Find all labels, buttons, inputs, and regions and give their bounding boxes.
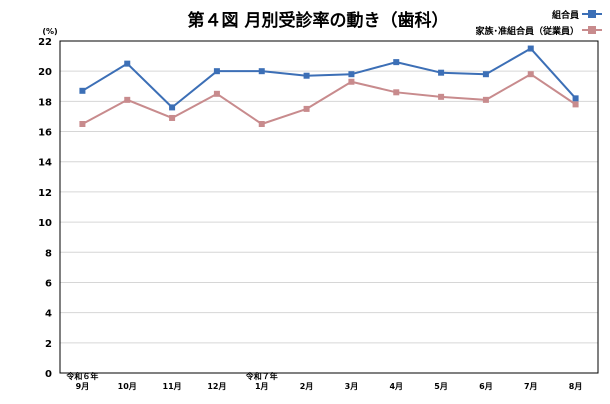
legend-marker-2 (588, 26, 596, 34)
x-axis-ticks: 9月 10月 11月 12月 1月 2月 3月 4月 5月 6月 7月 8月 令和６年 令和７年 (65, 371, 582, 391)
x-era-label-0: 令和６年 (65, 371, 98, 381)
x-tick-label-4: 12月 (207, 382, 226, 391)
series-1-point-7 (348, 71, 355, 78)
y-tick-label-16: 16 (38, 128, 52, 139)
chart-title: 第４図 月別受診率の動き（歯科） (188, 10, 449, 31)
series-1 (79, 45, 579, 111)
x-tick-label-10: 6月 (479, 382, 493, 391)
series-1-point-8 (393, 59, 400, 66)
series-1-point-2 (124, 60, 131, 67)
legend-label-1: 組合員 (552, 9, 579, 21)
series-1-point-11 (527, 45, 534, 52)
series-2-point-4 (213, 90, 220, 97)
series-2 (79, 71, 579, 127)
y-tick-label-20: 20 (38, 67, 52, 78)
legend-item-1: 組合員 (552, 9, 602, 21)
legend-label-2: 家族･准組合員（従業員） (475, 25, 579, 37)
plot-area-frame (59, 40, 599, 374)
y-tick-label-18: 18 (38, 97, 52, 108)
series-2-point-7 (348, 78, 355, 85)
y-tick-label-2: 2 (45, 339, 52, 350)
series-2-point-12 (572, 101, 579, 108)
series-1-point-1 (79, 87, 86, 94)
x-tick-label-6: 2月 (300, 382, 314, 391)
x-tick-label-1: 9月 (76, 382, 90, 391)
series-1-point-5 (258, 68, 265, 75)
y-axis-ticks: 0 2 4 6 8 10 12 14 16 18 20 22 (38, 37, 52, 380)
series-1-line (81, 47, 577, 109)
series-1-point-3 (169, 104, 176, 111)
series-1-point-10 (482, 71, 489, 78)
x-tick-label-9: 5月 (434, 382, 448, 391)
series-2-point-11 (527, 71, 534, 78)
series-2-line (81, 73, 577, 125)
series-2-point-2 (124, 96, 131, 103)
x-tick-label-8: 4月 (389, 382, 403, 391)
series-1-point-6 (303, 72, 310, 79)
series-2-point-8 (393, 89, 400, 96)
series-2-point-6 (303, 105, 310, 112)
series-2-point-9 (438, 93, 445, 100)
x-tick-label-2: 10月 (118, 382, 137, 391)
series-2-point-5 (258, 121, 265, 127)
y-tick-label-8: 8 (45, 248, 52, 259)
series-2-point-3 (169, 114, 176, 121)
series-2-point-1 (79, 121, 86, 127)
x-tick-label-12: 8月 (569, 382, 583, 391)
x-tick-label-5: 1月 (255, 382, 269, 391)
y-tick-label-12: 12 (38, 188, 52, 199)
y-tick-label-4: 4 (45, 309, 52, 320)
y-tick-label-22: 22 (38, 37, 52, 48)
x-era-label-4: 令和７年 (245, 371, 278, 381)
x-tick-label-11: 7月 (524, 382, 538, 391)
x-tick-label-3: 11月 (163, 382, 182, 391)
y-tick-label-14: 14 (38, 158, 52, 169)
y-axis-unit: (%) (42, 27, 57, 36)
legend-marker-1 (588, 10, 596, 18)
series-1-point-12 (572, 95, 579, 102)
series-1-point-4 (213, 68, 220, 75)
legend-item-2: 家族･准組合員（従業員） (475, 25, 602, 37)
y-tick-label-10: 10 (38, 218, 52, 229)
series-1-point-9 (438, 69, 445, 76)
series-2-point-10 (482, 96, 489, 103)
y-tick-label-0: 0 (45, 369, 52, 380)
y-tick-label-6: 6 (45, 278, 52, 289)
series-lines (79, 45, 579, 127)
gridlines (60, 70, 598, 344)
x-tick-label-7: 3月 (345, 382, 359, 391)
